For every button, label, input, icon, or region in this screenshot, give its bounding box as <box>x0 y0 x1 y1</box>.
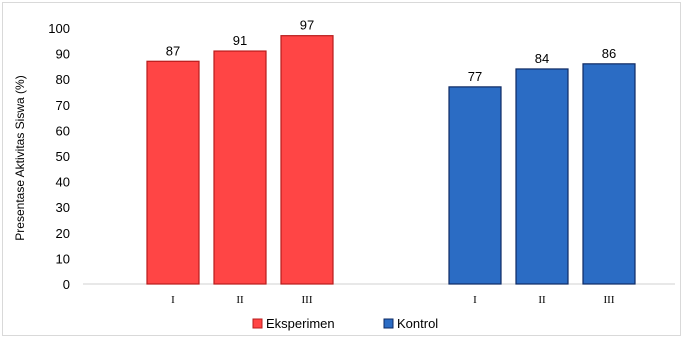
bar-eksperimen-II <box>213 50 267 285</box>
y-tick-label: 40 <box>56 175 70 190</box>
y-tick-label: 10 <box>56 251 70 266</box>
bar-kontrol-II <box>515 68 569 285</box>
x-tick-label: II <box>538 294 546 306</box>
axes: 0 10 20 30 40 50 60 70 80 90 100 <box>48 21 675 292</box>
y-tick-label: 80 <box>56 72 70 87</box>
data-label: 97 <box>300 18 314 33</box>
legend-label-kontrol: Kontrol <box>397 316 438 331</box>
x-tick-label: II <box>236 294 244 306</box>
y-axis-label: Presentase Aktivitas Siswa (%) <box>13 75 27 240</box>
bar-kontrol-I <box>448 86 502 285</box>
legend-label-eksperimen: Eksperimen <box>266 316 335 331</box>
y-tick-label: 30 <box>56 200 70 215</box>
legend: Eksperimen Kontrol <box>252 316 438 331</box>
bar-chart: 0 10 20 30 40 50 60 70 80 90 100 87 I 91 II 97 III 77 I 84… <box>13 18 675 331</box>
legend-swatch-eksperimen <box>252 318 263 329</box>
data-label: 87 <box>166 43 180 58</box>
bar-kontrol-III <box>582 63 636 285</box>
y-tick-label: 0 <box>63 277 70 292</box>
data-label: 84 <box>535 51 549 66</box>
bar-eksperimen-I <box>146 60 200 285</box>
y-tick-label: 100 <box>48 21 70 36</box>
y-tick-label: 50 <box>56 149 70 164</box>
x-tick-label: I <box>473 294 477 306</box>
bars: 87 I 91 II 97 III 77 I 84 II 86 III <box>146 18 636 306</box>
y-tick-label: 70 <box>56 98 70 113</box>
bar-eksperimen-III <box>280 35 334 285</box>
data-label: 86 <box>602 46 616 61</box>
y-tick-label: 60 <box>56 123 70 138</box>
data-label: 77 <box>468 69 482 84</box>
y-tick-label: 20 <box>56 226 70 241</box>
x-tick-label: I <box>171 294 175 306</box>
y-tick-label: 90 <box>56 47 70 62</box>
x-tick-label: III <box>302 294 313 306</box>
x-tick-label: III <box>604 294 615 306</box>
data-label: 91 <box>233 33 247 48</box>
legend-swatch-kontrol <box>383 318 394 329</box>
